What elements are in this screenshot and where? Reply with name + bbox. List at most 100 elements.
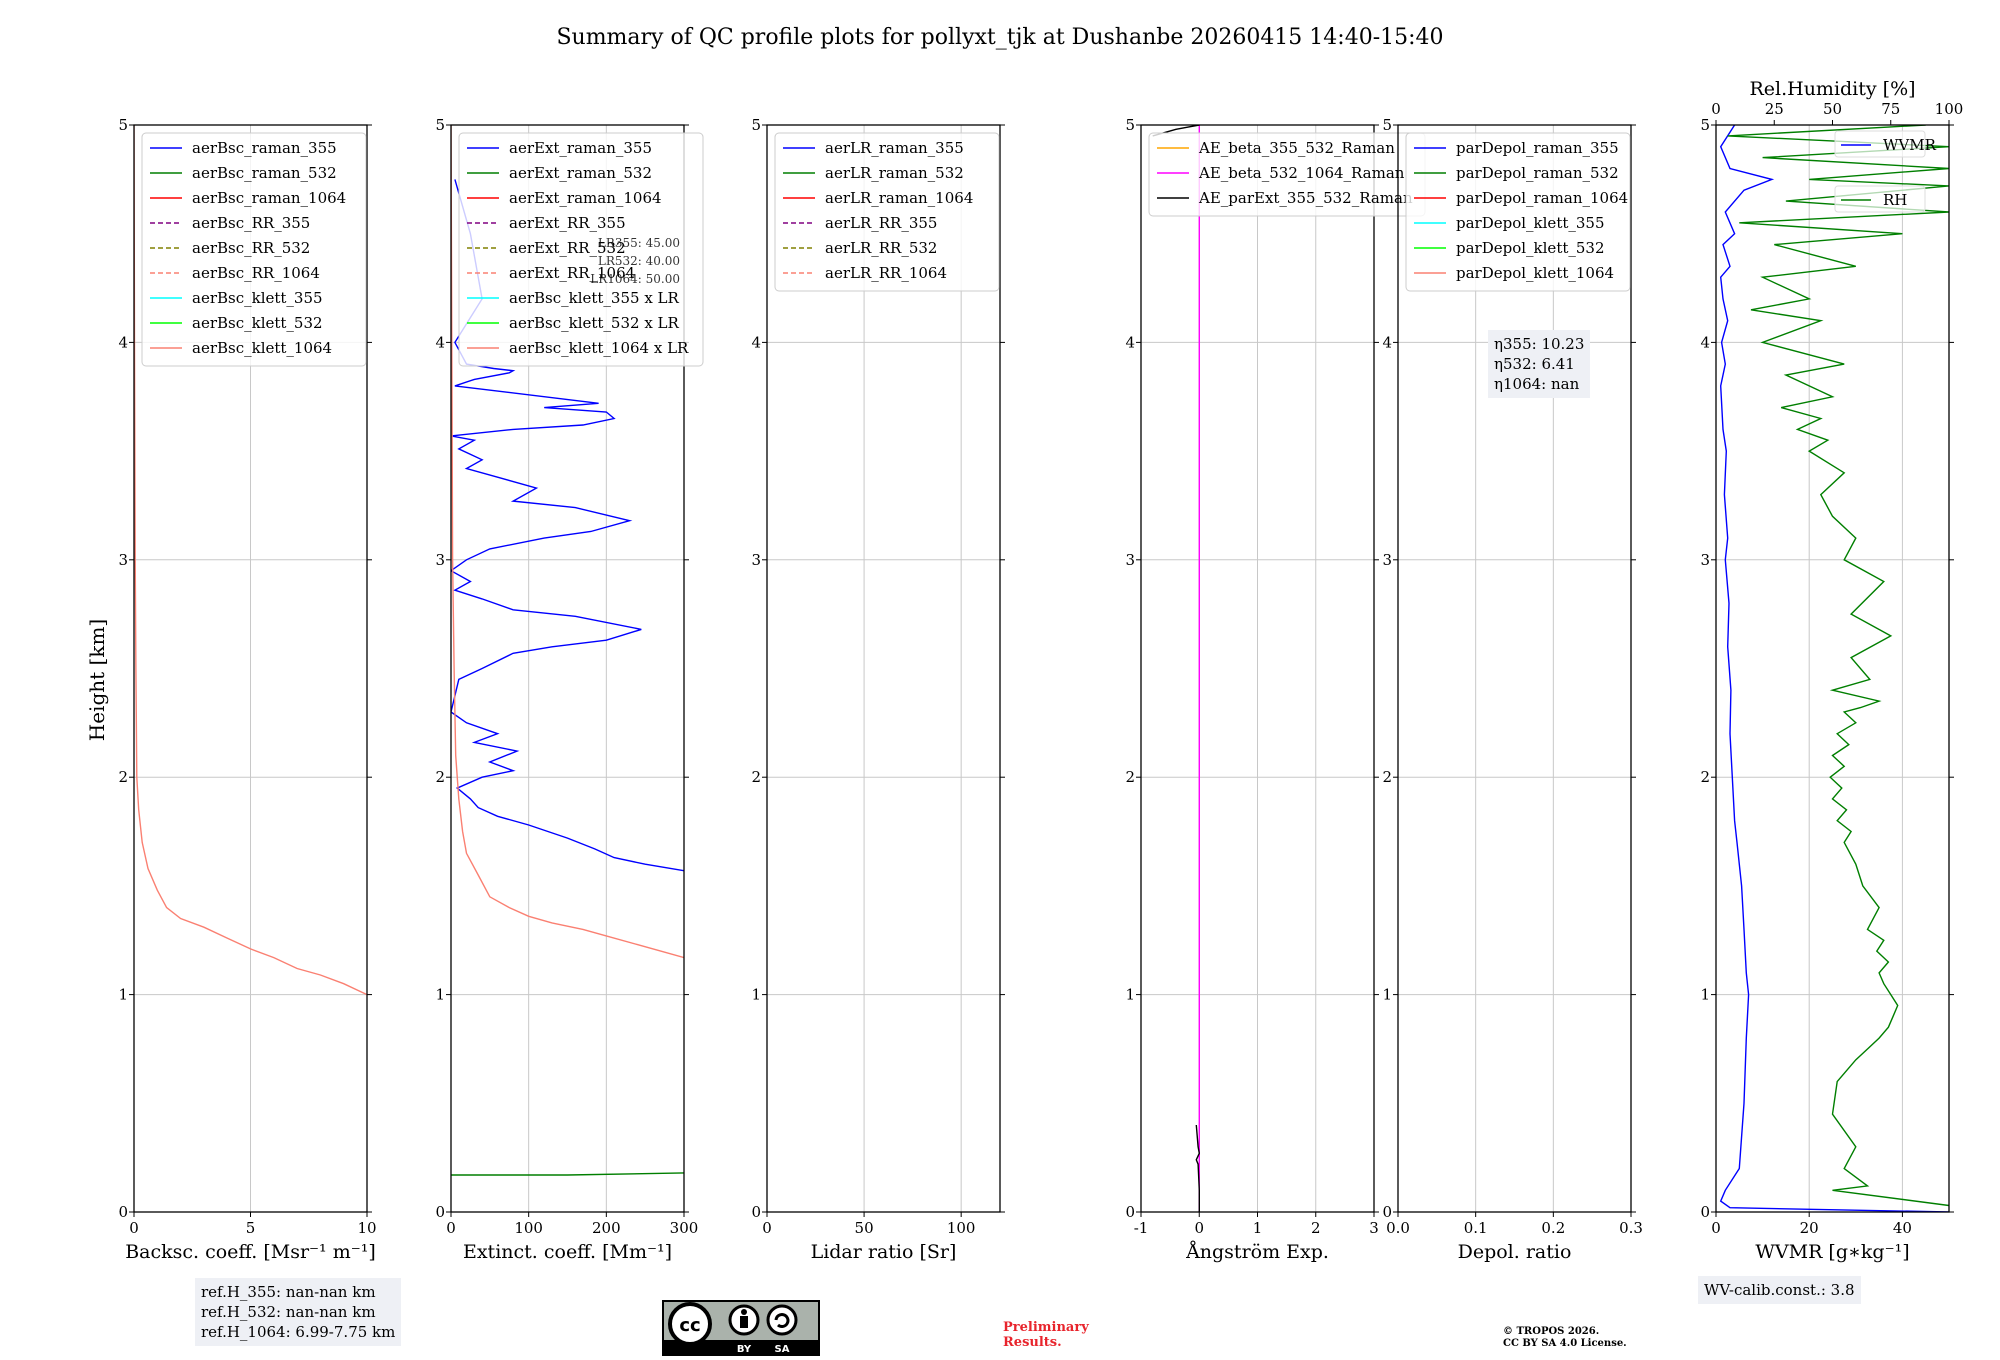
copyright-line-1: © TROPOS 2026. [1503,1326,1600,1337]
y-tick-label: 4 [1700,333,1710,351]
legend-label-aerlr-rr-532: aerLR_RR_532 [825,239,937,257]
legend-label-aerbsc-raman-355: aerBsc_raman_355 [192,139,337,157]
x-tick-label: 200 [592,1219,621,1237]
y-tick-label: 4 [751,333,761,351]
y-tick-label: 4 [1125,333,1135,351]
cc-icon [668,1302,712,1346]
y-tick-label: 4 [435,333,445,351]
ref-height-355: ref.H_355: nan-nan km [201,1283,376,1301]
y-tick-label: 1 [118,986,128,1004]
y-tick-label: 2 [435,768,445,786]
y-tick-label: 1 [1382,986,1392,1004]
x-tick-label: 0 [446,1219,456,1237]
x-tick-label: 0 [129,1219,139,1237]
figure-title: Summary of QC profile plots for pollyxt_… [556,25,1443,50]
x-tick-label: 2 [1311,1219,1321,1237]
y-tick-label: 4 [118,333,128,351]
series-aerbsc-klett-1064 x lr [451,125,684,959]
legend-label-pardepol-klett-532: parDepol_klett_532 [1456,239,1605,257]
copyright-line-2: CC BY SA 4.0 License. [1503,1338,1627,1349]
y-tick-label: 3 [118,551,128,569]
legend-frame [1834,185,1926,213]
legend-label-aerbsc-klett-532 x lr: aerBsc_klett_532 x LR [509,314,680,332]
top-axis-label: Rel.Humidity [%] [1749,78,1915,100]
y-tick-label: 0 [118,1203,128,1221]
legend-label-aerbsc-klett-355 x lr: aerBsc_klett_355 x LR [509,289,680,307]
x-tick-label: 20 [1800,1219,1819,1237]
legend-label-aerlr-raman-532: aerLR_raman_532 [825,164,964,182]
legend-frame [1834,130,1926,158]
y-tick-label: 1 [1700,986,1710,1004]
legend-label-aerext-rr-1064: aerExt_RR_1064 [509,264,635,282]
y-tick-label: 1 [751,986,761,1004]
series-aerext-raman-355 [451,179,684,872]
top-x-tick-label: 50 [1823,100,1842,118]
y-tick-label: 0 [751,1203,761,1221]
sa-share-alike-icon [766,1304,798,1336]
axes-frame [1715,124,1950,1213]
legend-label-aerlr-raman-355: aerLR_raman_355 [825,139,964,157]
preliminary-line-1: Preliminary [1003,1320,1089,1335]
x-axis-label: Extinct. coeff. [Mm⁻¹] [463,1241,672,1263]
y-tick-label: 3 [751,551,761,569]
wv-calibration-box: WV-calib.const.: 3.8 [1698,1276,1861,1304]
y-tick-label: 2 [1700,768,1710,786]
eta-box: η355: 10.23 η532: 6.41 η1064: nan [1488,330,1591,398]
y-tick-label: 0 [1382,1203,1392,1221]
y-axis-label: Height [km] [85,619,109,741]
x-tick-label: 300 [670,1219,699,1237]
legend-label-aerbsc-raman-1064: aerBsc_raman_1064 [192,189,346,207]
series-aerbsc-klett-1064 [134,125,367,996]
x-tick-label: 10 [357,1219,376,1237]
y-tick-label: 5 [118,116,128,134]
legend-label-aerbsc-rr-1064: aerBsc_RR_1064 [192,264,320,282]
panel-6: 0 20 40 0 1 2 3 4 5 WVMR [g∗kg⁻¹] 0 25 50 75 100 Rel.Hu… [1700,78,1963,1263]
y-tick-label: 2 [751,768,761,786]
legend-label-aerbsc-klett-355: aerBsc_klett_355 [192,289,323,307]
legend-label-aerbsc-rr-355: aerBsc_RR_355 [192,214,310,232]
svg-text:cc: cc [679,1315,700,1336]
legend-label-ae-parext-355-532-raman: AE_parExt_355_532_Raman [1198,189,1413,207]
x-tick-label: 0.2 [1541,1219,1565,1237]
axes-frame [766,124,1001,1213]
legend-frame [1405,132,1631,292]
series-rh [1727,125,1949,1207]
axes-frame [450,124,685,1213]
legend-label-aerbsc-klett-1064: aerBsc_klett_1064 [192,339,332,357]
badge-sa-label: SA [775,1344,790,1355]
y-tick-label: 1 [1125,986,1135,1004]
series-aerext-raman-532 [451,1172,684,1176]
top-x-tick-label: 0 [1711,100,1721,118]
legend-frame [458,132,704,367]
legend-label-aerext-raman-1064: aerExt_raman_1064 [509,189,662,207]
top-x-tick-label: 100 [1935,100,1964,118]
legend-label-aerlr-rr-355: aerLR_RR_355 [825,214,937,232]
x-tick-label: 0.1 [1464,1219,1488,1237]
lidar-ratio-note: LR532: 40.00 [598,254,680,268]
legend-label-ae-beta-532-1064-raman: AE_beta_532_1064_Raman [1198,164,1405,182]
x-tick-label: 0.0 [1386,1219,1410,1237]
legend-label-ae-beta-355-532-raman: AE_beta_355_532_Raman [1198,139,1395,157]
x-tick-label: 5 [246,1219,256,1237]
y-tick-label: 0 [435,1203,445,1221]
series-ae-parext-355-532-raman [1195,1124,1201,1212]
legend-label-aerlr-rr-1064: aerLR_RR_1064 [825,264,947,282]
x-axis-label: Lidar ratio [Sr] [811,1241,957,1263]
x-tick-label: 0 [762,1219,772,1237]
legend-label-aerbsc-klett-532: aerBsc_klett_532 [192,314,323,332]
x-tick-label: 0 [1711,1219,1721,1237]
legend-label-pardepol-raman-532: parDepol_raman_532 [1456,164,1619,182]
preliminary-results-note: Preliminary Results. [1003,1320,1089,1350]
x-tick-label: 3 [1369,1219,1379,1237]
x-tick-label: 100 [514,1219,543,1237]
top-x-tick-label: 75 [1881,100,1900,118]
panel-1: 0 5 10 0 1 2 3 4 5 Backsc. coeff. [Msr⁻¹ m⁻¹] aerB… [118,116,376,1263]
x-tick-label: 40 [1893,1219,1912,1237]
x-tick-label: 100 [947,1219,976,1237]
panel-2: 0 100 200 300 0 1 2 3 4 5 Extinct. coeff. [Mm⁻¹] ae… [435,116,704,1263]
legend-label-wvmr: WVMR [1883,136,1937,154]
y-tick-label: 2 [1382,768,1392,786]
y-tick-label: 0 [1700,1203,1710,1221]
